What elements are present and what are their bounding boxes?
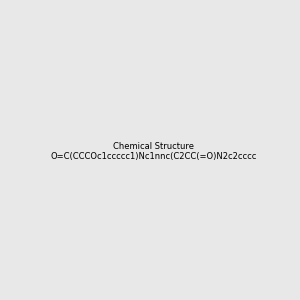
Text: Chemical Structure
O=C(CCCOc1ccccc1)Nc1nnc(C2CC(=O)N2c2cccc: Chemical Structure O=C(CCCOc1ccccc1)Nc1n… [51,142,257,161]
